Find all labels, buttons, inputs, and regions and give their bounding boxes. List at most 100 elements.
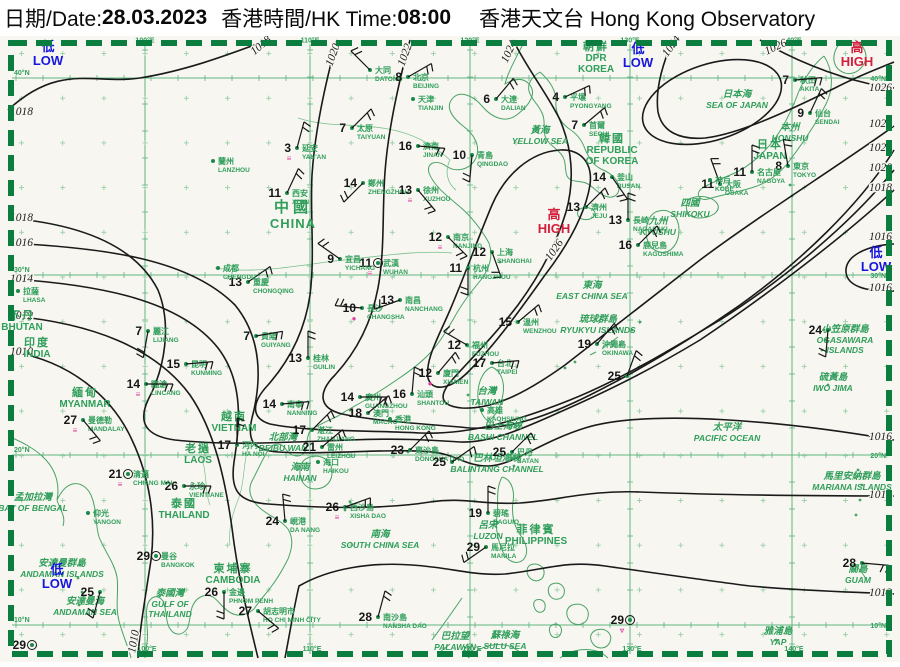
wind-barb-icon [417, 145, 445, 149]
wind-barb-icon [710, 158, 721, 185]
station-name-zh: 武漢 [383, 258, 400, 268]
station-dot [30, 643, 34, 647]
map-label: SULU SEA [484, 641, 527, 651]
map-label: HAINAN [283, 473, 317, 483]
wind-barb-tick [813, 77, 818, 87]
wind-barb-icon [409, 430, 430, 451]
station-name-en: HONG KONG [395, 425, 436, 432]
map-label: SEA OF JAPAN [706, 100, 769, 110]
station-name-en: BUSAN [617, 183, 640, 190]
wind-barb-icon [255, 330, 283, 337]
wind-barb-icon [411, 367, 415, 395]
wind-barb-tick [619, 198, 628, 202]
station-name-zh: 麗江 [153, 326, 169, 336]
station-name-zh: 金邊 [228, 587, 246, 597]
wind-barb-tick [370, 108, 376, 117]
wind-barb-tick [86, 612, 94, 619]
station-name-en: XIAMEN [443, 379, 469, 386]
wind-barb-tick [443, 325, 451, 332]
map-label: 日本海 [723, 88, 753, 100]
map-label: BASHI CHANNEL [468, 432, 538, 442]
wind-barb-tick [216, 610, 225, 615]
station-name-zh: 青島 [477, 150, 493, 160]
wind-barb-tick [610, 327, 616, 335]
wind-barb-tick [92, 440, 101, 444]
wind-barb-icon [495, 77, 514, 100]
wind-barb-tick [87, 607, 95, 614]
map-label: 太平洋 [712, 421, 743, 433]
map-label: PHILIPPINES [505, 536, 568, 547]
weather-station: 25 [608, 350, 643, 383]
wind-barb-tick [388, 395, 392, 404]
station-temp: 21 [109, 467, 123, 481]
isobar-1012-west [11, 315, 259, 659]
wind-barb-icon [344, 497, 371, 508]
wind-barb-tick [424, 434, 430, 443]
station-name-zh: 峴港 [290, 516, 307, 526]
station-name-zh: 大阪 [725, 179, 742, 189]
station-name-zh: 河內 [242, 440, 258, 450]
wind-barb-tick [430, 63, 434, 72]
coast-jeju [577, 207, 596, 221]
station-temp: 9 [797, 106, 804, 120]
wind-barb-tick [462, 172, 471, 178]
map-label: 雅浦島 [764, 625, 794, 637]
station-name-zh: 巴丹 [517, 448, 533, 457]
wind-barb-icon [296, 121, 305, 149]
wind-barb-tick [512, 78, 518, 86]
station-name-en: NANSHA DAO [383, 623, 427, 630]
time-label: 香港時間/HK Time: [221, 8, 398, 31]
parallel-label: 40°N [14, 69, 30, 77]
station-name-zh: 東沙島 [415, 445, 439, 455]
station-name-en: TAIYUAN [357, 134, 386, 141]
wind-barb-tick [413, 371, 422, 377]
wind-barb-tick [604, 187, 610, 196]
map-label: 安達曼海 [66, 595, 106, 607]
station-name-zh: 曼德勒 [88, 415, 112, 425]
isobar-value: 1024 [660, 36, 683, 59]
station-name-en: YICHANG [345, 265, 375, 272]
wind-barb-tick [454, 352, 460, 360]
map-label: TAIWAN [471, 397, 505, 407]
station-name-zh: 拉薩 [23, 286, 39, 296]
map-label: THAILAND [158, 510, 209, 521]
station-name-zh: 高雄 [487, 405, 503, 415]
wind-barb-tick [599, 110, 604, 119]
island-dot [80, 590, 84, 594]
weather-symbol: ● [428, 379, 433, 388]
station-dot [708, 178, 712, 182]
wind-barb-tick [461, 554, 465, 563]
station-name-en: XISHA DAO [350, 513, 386, 520]
wind-barb-icon [374, 299, 401, 310]
station-name-zh: 徐州 [422, 185, 439, 195]
coast-korea [528, 71, 620, 198]
station-name-en: TIANJIN [418, 105, 444, 112]
wind-barb-tick [89, 435, 98, 440]
station-name-zh: 汕頭 [417, 389, 434, 399]
weather-symbol: ● [352, 314, 357, 323]
station-name-en: LIJIANG [153, 337, 179, 344]
wind-barb-tick [307, 335, 316, 340]
map-label: 柬埔寨 [214, 561, 253, 575]
station-temp: 14 [593, 170, 607, 184]
station-name-en: BANGKOK [161, 562, 195, 569]
parallel-label: 20°N [14, 446, 30, 454]
station-name-en: LEIZHOU [327, 453, 356, 460]
weather-station: 28 [843, 556, 890, 573]
station-temp: 9 [327, 252, 334, 266]
station-name-en: MACAO [373, 419, 398, 426]
wind-barb-icon [247, 266, 271, 283]
wind-barb-icon [417, 189, 436, 212]
station-name-en: QINGDAO [477, 161, 508, 168]
station-temp: 13 [229, 275, 243, 289]
